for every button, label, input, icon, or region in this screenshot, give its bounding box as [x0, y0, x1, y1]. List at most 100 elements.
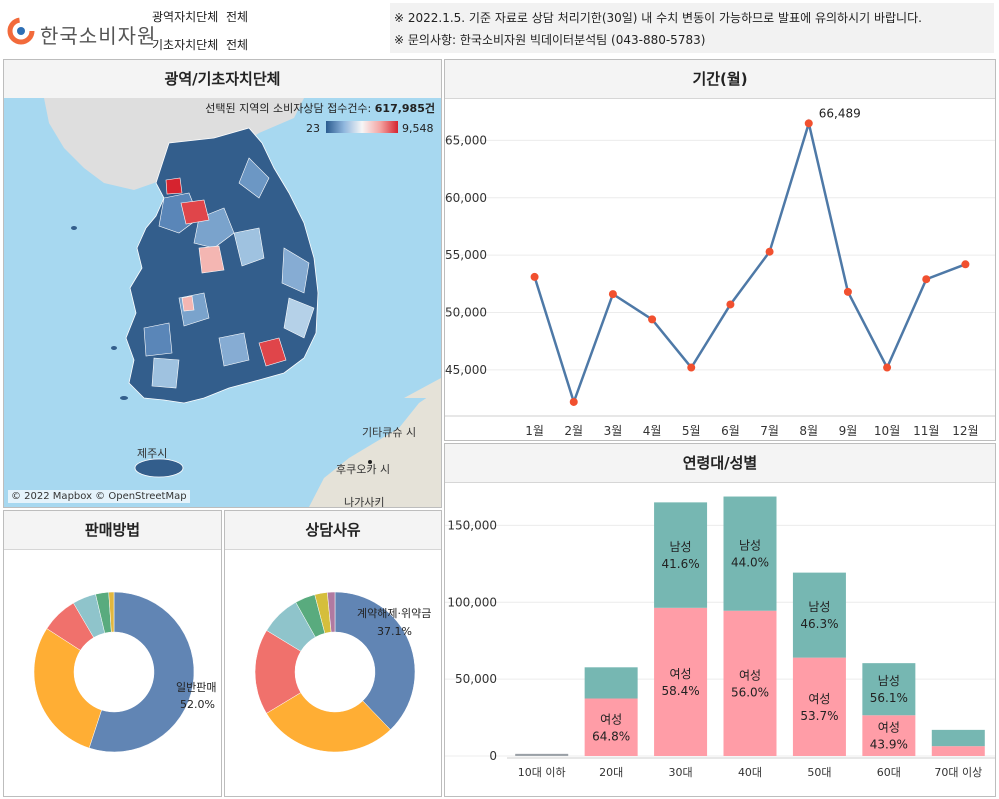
- x-tick-label: 3월: [604, 424, 623, 438]
- map-attribution[interactable]: © 2022 Mapbox © OpenStreetMap: [8, 490, 190, 503]
- data-point[interactable]: [608, 290, 617, 299]
- male-pct: 41.6%: [662, 557, 700, 571]
- notice-line-2: ※ 문의사항: 한국소비자원 빅데이터분석팀 (043-880-5783): [394, 33, 706, 47]
- data-point[interactable]: [843, 287, 852, 296]
- data-point[interactable]: [648, 315, 657, 324]
- region-filter-label: 광역자치단체: [152, 10, 219, 24]
- data-point[interactable]: [961, 260, 970, 269]
- x-tick-label: 60대: [877, 766, 901, 779]
- female-label: 여성: [808, 692, 830, 706]
- male-label: 남성: [808, 600, 830, 614]
- region-map[interactable]: 제주시 후쿠오카 시 기타큐슈 시 나가사키: [4, 98, 441, 507]
- map-panel-title: 광역/기초자치단체: [4, 60, 441, 99]
- bar-female[interactable]: [723, 610, 777, 756]
- y-tick-label: 45,000: [445, 363, 487, 377]
- male-pct: 44.0%: [731, 556, 769, 570]
- data-point[interactable]: [530, 272, 539, 281]
- bar-male[interactable]: [584, 667, 638, 699]
- bar-male[interactable]: [931, 729, 985, 747]
- age-panel-title: 연령대/성별: [445, 444, 995, 483]
- male-label: 남성: [878, 674, 900, 688]
- sales-slice-label: 일반판매: [176, 680, 216, 694]
- female-pct: 56.0%: [731, 685, 769, 699]
- y-tick-label: 150,000: [447, 518, 497, 532]
- bar-male[interactable]: [654, 502, 708, 608]
- bar-female[interactable]: [862, 715, 916, 756]
- bar-female[interactable]: [931, 746, 985, 756]
- bar-female[interactable]: [515, 755, 569, 756]
- map-summary: 선택된 지역의 소비자상담 접수건수: 617,985건: [205, 100, 435, 116]
- female-label: 여성: [739, 668, 761, 682]
- x-tick-label: 7월: [760, 424, 779, 438]
- female-label: 여성: [600, 712, 622, 726]
- hotspot-incheon[interactable]: [165, 177, 183, 195]
- x-tick-label: 1월: [525, 424, 544, 438]
- data-point[interactable]: [804, 119, 813, 128]
- x-tick-label: 40대: [738, 766, 762, 779]
- data-point[interactable]: [765, 247, 774, 256]
- x-tick-label: 20대: [599, 766, 623, 779]
- bar-female[interactable]: [792, 657, 846, 756]
- y-tick-label: 60,000: [445, 191, 487, 205]
- legend-max: 9,548: [402, 122, 434, 135]
- bar-male[interactable]: [515, 753, 569, 756]
- notice-line-1: ※ 2022.1.5. 기준 자료로 상담 처리기한(30일) 내 수치 변동이…: [394, 11, 922, 25]
- data-point[interactable]: [687, 363, 696, 372]
- sales-slice-pct: 52.0%: [180, 698, 215, 711]
- data-point[interactable]: [569, 397, 578, 406]
- donut-slice[interactable]: [327, 591, 336, 633]
- y-tick-label: 55,000: [445, 248, 487, 262]
- jeju-island[interactable]: [134, 458, 184, 478]
- reason-slice-pct: 37.1%: [377, 625, 412, 638]
- label-fukuoka: 후쿠오카 시: [336, 463, 390, 476]
- monthly-series-line: [533, 118, 966, 406]
- reason-panel: 상담사유 계약해제·위약금 37.1%: [224, 510, 442, 797]
- donut-slice[interactable]: [33, 628, 102, 749]
- region-filter-value[interactable]: 전체: [226, 10, 249, 24]
- sales-panel-title: 판매방법: [4, 511, 221, 550]
- x-tick-label: 10월: [874, 424, 900, 438]
- x-tick-label: 30대: [669, 766, 693, 779]
- reason-panel-title: 상담사유: [225, 511, 441, 550]
- data-point[interactable]: [726, 300, 735, 309]
- donut-slice[interactable]: [334, 591, 416, 731]
- female-pct: 43.9%: [870, 738, 908, 752]
- y-tick-label: 50,000: [445, 305, 487, 319]
- month-line-chart[interactable]: 45,000 50,000 55,000 60,000 65,000 1월 2월 3월 4월 5…: [445, 98, 995, 440]
- age-gender-bar-chart[interactable]: 0 50,000 100,000 150,000 여성 64.8% 여성 58.4% 남성 41…: [445, 482, 995, 796]
- label-jeju: 제주시: [137, 447, 167, 460]
- district-filter-value[interactable]: 전체: [226, 38, 249, 52]
- kca-logo-icon: [7, 17, 35, 45]
- x-tick-label: 9월: [839, 424, 858, 438]
- age-panel: 연령대/성별 0 50,000 100,000 150,000 여성 64.8% 여성 58…: [444, 443, 996, 797]
- y-tick-label: 65,000: [445, 133, 487, 147]
- hotspot-daejeon[interactable]: [198, 245, 225, 274]
- bar-female[interactable]: [654, 607, 708, 756]
- hotspot-busan[interactable]: [258, 337, 287, 367]
- notice-box: ※ 2022.1.5. 기준 자료로 상담 처리기한(30일) 내 수치 변동이…: [390, 3, 994, 53]
- sales-method-donut[interactable]: 일반판매 52.0%: [4, 549, 221, 796]
- month-panel-title: 기간(월): [445, 60, 995, 99]
- hotspot-seoul[interactable]: [180, 199, 210, 225]
- consult-reason-donut[interactable]: 계약해제·위약금 37.1%: [225, 549, 441, 796]
- bar-female[interactable]: [584, 698, 638, 756]
- donut-slice[interactable]: [108, 591, 115, 633]
- color-legend-bar: [326, 121, 398, 133]
- donut-slice[interactable]: [266, 692, 391, 753]
- bar-male[interactable]: [862, 663, 916, 716]
- x-tick-label: 50대: [807, 766, 831, 779]
- bar-male[interactable]: [723, 496, 777, 611]
- map-panel: 광역/기초자치단체 제주시 후쿠오카 시 기타큐슈 시 나가: [3, 59, 442, 508]
- female-pct: 64.8%: [592, 729, 630, 743]
- bar-male[interactable]: [792, 572, 846, 658]
- y-tick-label: 100,000: [447, 595, 497, 609]
- female-label: 여성: [670, 667, 692, 681]
- data-point[interactable]: [883, 363, 892, 372]
- donut-slice[interactable]: [88, 591, 195, 753]
- peak-value-label: 66,489: [819, 106, 861, 120]
- data-point[interactable]: [922, 275, 931, 284]
- label-nagasaki: 나가사키: [344, 496, 384, 507]
- female-pct: 58.4%: [662, 684, 700, 698]
- x-tick-label: 5월: [682, 424, 701, 438]
- legend-min: 23: [306, 122, 320, 135]
